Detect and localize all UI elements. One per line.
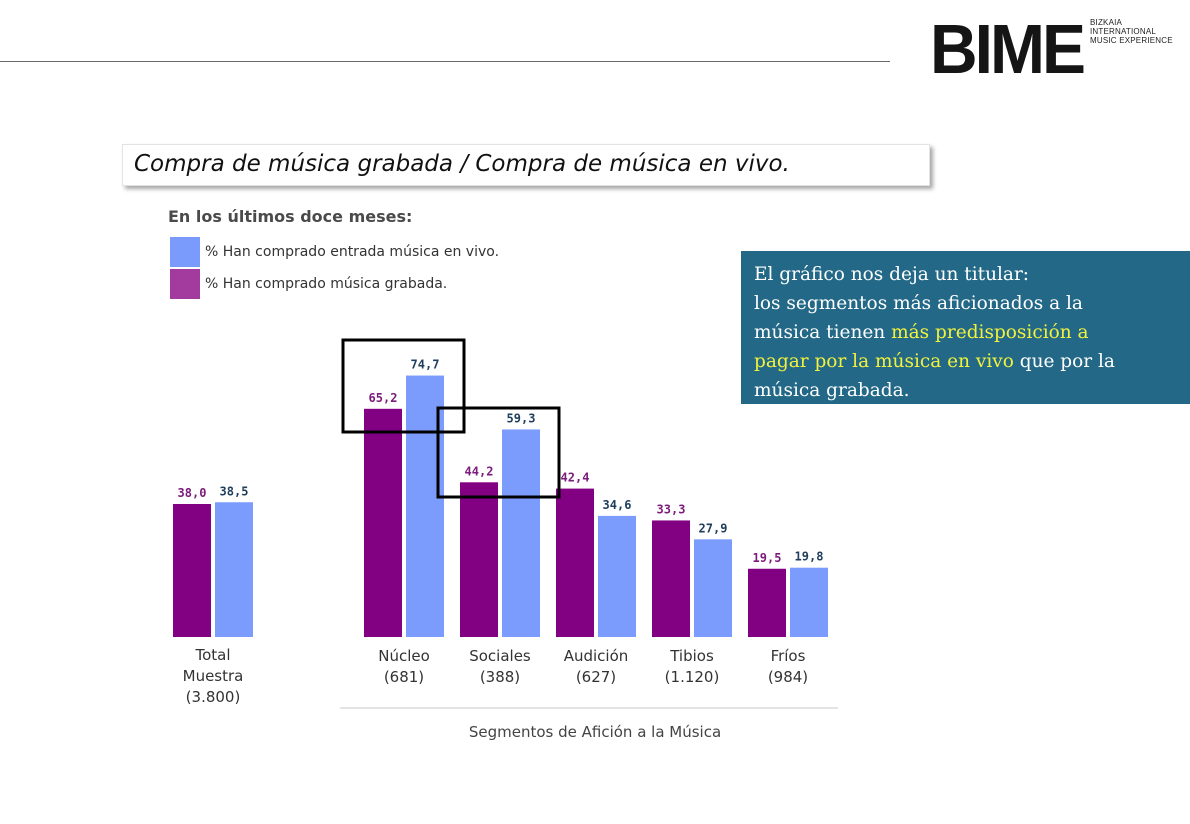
- highlight-box: [341, 338, 466, 434]
- bar: [502, 429, 540, 637]
- highlight-box: [436, 406, 561, 499]
- category-label: Muestra: [183, 667, 244, 685]
- bar: [790, 567, 828, 637]
- data-label: 19,8: [795, 550, 824, 564]
- x-axis-label: Segmentos de Afición a la Música: [469, 723, 721, 741]
- category-label: (681): [384, 668, 424, 686]
- logo-mark: BIME: [930, 10, 1086, 88]
- slide-title-box: Compra de música grabada / Compra de mús…: [122, 144, 930, 186]
- callout-line: El gráfico nos deja un titular:: [754, 264, 1030, 285]
- logo-tagline-line: INTERNATIONAL: [1090, 27, 1157, 36]
- category-label: (627): [576, 668, 616, 686]
- callout-line: pagar por la música en vivo que por la: [754, 347, 1190, 376]
- category-label: Audición: [564, 647, 629, 665]
- data-label: 59,3: [507, 411, 536, 425]
- callout-highlight: pagar por la música en vivo: [754, 351, 1014, 372]
- legend-label-live: % Han comprado entrada música en vivo.: [205, 244, 500, 260]
- category-label: Tibios: [669, 647, 714, 665]
- bar: [173, 504, 211, 637]
- top-rule: [0, 61, 890, 62]
- callout-text: que por la: [1013, 351, 1115, 372]
- bar: [652, 520, 690, 637]
- callout-line: música tienen más predisposición a: [754, 318, 1190, 347]
- bime-logo: BIME BIZKAIA INTERNATIONAL MUSIC EXPERIE…: [930, 10, 1173, 88]
- chart-subtitle: En los últimos doce meses:: [168, 207, 413, 226]
- bar: [694, 539, 732, 637]
- data-label: 65,2: [369, 391, 398, 405]
- category-label: Sociales: [469, 647, 531, 665]
- bar: [598, 515, 636, 637]
- bar: [215, 502, 253, 637]
- category-label: Núcleo: [378, 647, 430, 665]
- data-label: 33,3: [657, 502, 686, 516]
- data-label: 34,6: [603, 498, 632, 512]
- data-label: 38,0: [178, 486, 207, 500]
- logo-tagline: BIZKAIA INTERNATIONAL MUSIC EXPERIENCE: [1090, 18, 1173, 45]
- data-label: 74,7: [411, 358, 440, 372]
- legend-swatch-recorded: [170, 269, 200, 299]
- bar: [748, 568, 786, 637]
- category-label: Total: [194, 646, 230, 664]
- category-label: (1.120): [665, 668, 720, 686]
- data-label: 44,2: [465, 464, 494, 478]
- bar: [364, 408, 402, 637]
- slide-title: Compra de música grabada / Compra de mús…: [134, 151, 790, 177]
- legend-label-recorded: % Han comprado música grabada.: [205, 276, 448, 292]
- bar: [460, 482, 498, 637]
- callout-highlight: más predisposición a: [891, 322, 1089, 343]
- data-label: 19,5: [753, 551, 782, 565]
- callout-text: música tienen: [754, 322, 892, 343]
- category-label: (388): [480, 668, 520, 686]
- data-label: 38,5: [220, 484, 249, 498]
- category-label: (984): [768, 668, 808, 686]
- data-label: 27,9: [699, 521, 728, 535]
- callout-box: El gráfico nos deja un titular: los segm…: [741, 251, 1190, 404]
- logo-tagline-line: BIZKAIA: [1090, 18, 1123, 27]
- category-label: Fríos: [771, 647, 806, 665]
- legend-swatch-live: [170, 237, 200, 267]
- callout-line: música grabada.: [754, 380, 910, 401]
- logo-tagline-line: MUSIC EXPERIENCE: [1090, 36, 1173, 45]
- category-label: (3.800): [186, 688, 241, 706]
- bar: [556, 488, 594, 637]
- callout-line: los segmentos más aficionados a la: [754, 293, 1083, 314]
- data-label: 42,4: [561, 471, 590, 485]
